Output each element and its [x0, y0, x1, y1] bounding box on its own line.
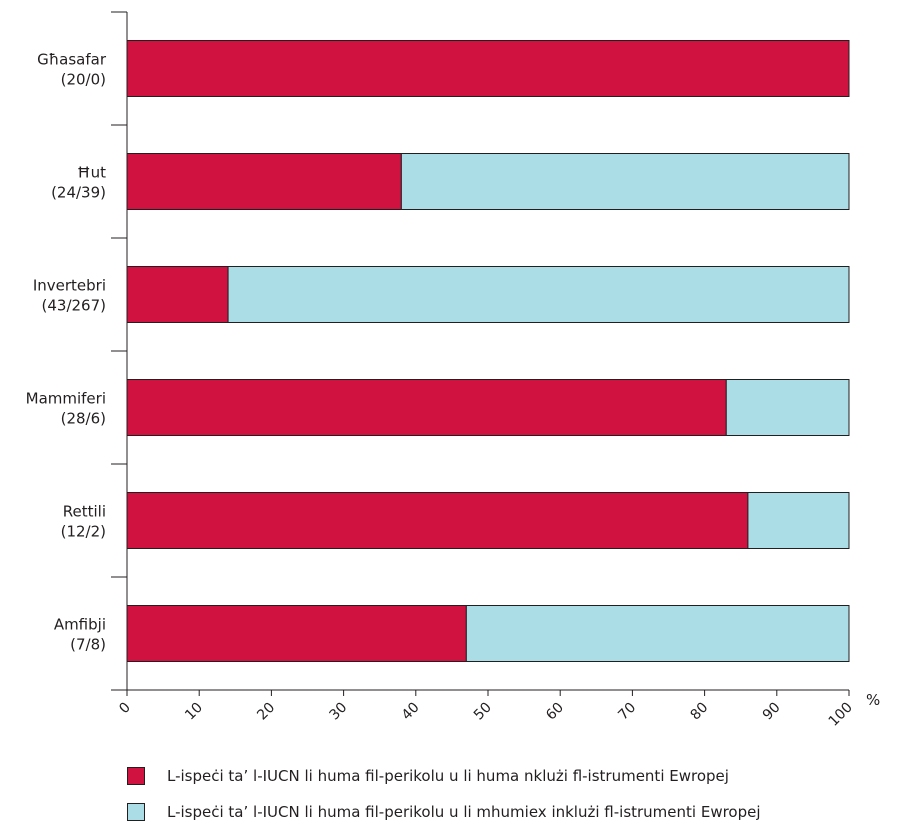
category-label-3: Mammiferi — [26, 390, 106, 408]
axes-group — [111, 11, 850, 696]
x-tick-label-2: 20 — [254, 700, 278, 724]
bar-included-0 — [126, 40, 850, 97]
category-label-5: Amfibji — [54, 616, 106, 634]
category-count-3: (28/6) — [61, 410, 106, 428]
category-count-2: (43/267) — [42, 297, 106, 315]
legend-item-not-included: L-ispeċi ta’ l-IUCN li huma fil-perikolu… — [127, 802, 761, 822]
x-tick-label-6: 60 — [543, 700, 567, 724]
bar-included-3 — [126, 379, 727, 436]
category-label-1: Ħut — [77, 164, 106, 182]
x-tick-label-3: 30 — [327, 700, 351, 724]
category-label-2: Invertebri — [33, 277, 106, 295]
x-tick-label-7: 70 — [615, 700, 639, 724]
x-tick-label-5: 50 — [471, 700, 495, 724]
category-labels: Għasafar (20/0) Ħut (24/39) Invertebri (43/26… — [26, 51, 107, 654]
x-tick-label-4: 40 — [399, 700, 423, 724]
x-tick-label-9: 90 — [760, 700, 784, 724]
legend: L-ispeċi ta’ l-IUCN li huma fil-perikolu… — [127, 766, 761, 838]
x-tick-label-10: 100 — [826, 700, 856, 730]
bars-group — [126, 40, 850, 662]
bar-not-included-2 — [227, 266, 850, 323]
bar-included-1 — [126, 153, 402, 210]
category-count-5: (7/8) — [70, 636, 106, 654]
category-count-4: (12/2) — [61, 523, 106, 541]
x-tick-label-1: 10 — [182, 700, 206, 724]
bar-included-4 — [126, 492, 749, 549]
bar-not-included-1 — [400, 153, 850, 210]
bar-not-included-3 — [725, 379, 850, 436]
category-count-1: (24/39) — [51, 184, 106, 202]
bar-included-5 — [126, 605, 467, 662]
stacked-bar-chart: Għasafar (20/0) Ħut (24/39) Invertebri (43/26… — [26, 11, 880, 730]
category-count-0: (20/0) — [61, 71, 106, 89]
legend-label-included: L-ispeċi ta’ l-IUCN li huma fil-perikolu… — [167, 767, 729, 785]
x-tick-labels: 0 10 20 30 40 50 60 70 80 90 100 — [116, 700, 856, 730]
bar-not-included-4 — [747, 492, 850, 549]
category-label-0: Għasafar — [37, 51, 107, 69]
category-label-4: Rettili — [63, 503, 106, 521]
bar-not-included-5 — [465, 605, 850, 662]
legend-label-not-included: L-ispeċi ta’ l-IUCN li huma fil-perikolu… — [167, 803, 761, 821]
x-tick-label-8: 80 — [688, 700, 712, 724]
bar-included-2 — [126, 266, 229, 323]
legend-swatch-not-included — [127, 803, 145, 821]
legend-item-included: L-ispeċi ta’ l-IUCN li huma fil-perikolu… — [127, 766, 761, 786]
x-tick-label-0: 0 — [116, 700, 134, 718]
legend-swatch-included — [127, 767, 145, 785]
x-unit-label: % — [866, 691, 880, 709]
